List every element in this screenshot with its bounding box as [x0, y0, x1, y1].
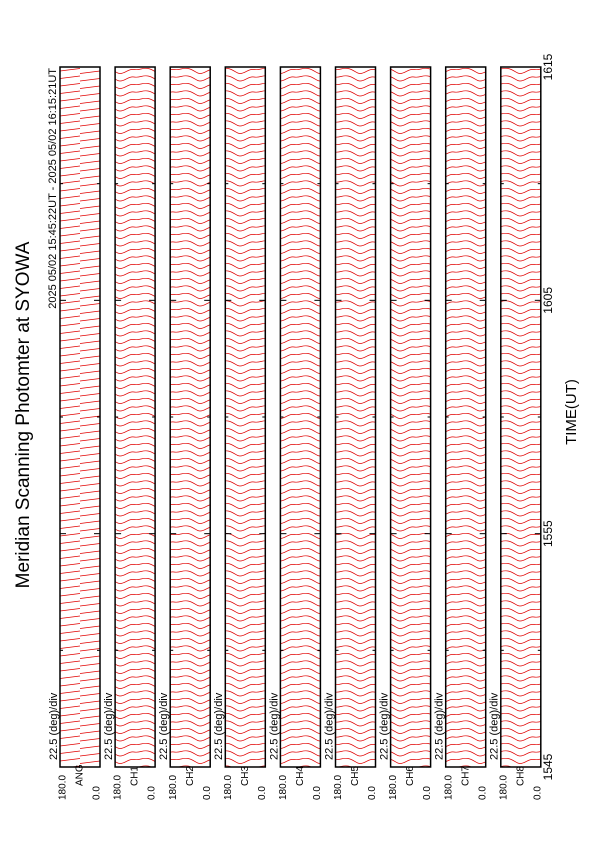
- panel-scale: 22.5 (deg)/div: [158, 692, 170, 760]
- channel-label: CH7: [460, 766, 471, 786]
- x-tick-label: 1615: [541, 53, 555, 80]
- x-tick-label: 1605: [541, 287, 555, 314]
- panel-scale: 22.5 (deg)/div: [213, 692, 225, 760]
- panel-ymin: 0.0: [312, 786, 323, 800]
- panel-ymin: 0.0: [532, 786, 543, 800]
- panel-ymax: 180.0: [333, 775, 344, 800]
- subtitle: 2025 05/02 15:45:22UT - 2025 05/02 16:15…: [47, 68, 59, 309]
- trace-area: [225, 67, 266, 767]
- panel-ymin: 0.0: [477, 786, 488, 800]
- panel-ymax: 180.0: [278, 775, 289, 800]
- panel-scale: 22.5 (deg)/div: [489, 692, 501, 760]
- panel-scale: 22.5 (deg)/div: [268, 692, 280, 760]
- panel-ymax: 180.0: [113, 775, 124, 800]
- panel-scale: 22.5 (deg)/div: [323, 692, 335, 760]
- channel-label: CH8: [515, 766, 526, 786]
- panel-ymin: 0.0: [92, 786, 103, 800]
- panel-scale: 22.5 (deg)/div: [48, 692, 60, 760]
- panel-ymin: 0.0: [367, 786, 378, 800]
- channel-label: CH3: [240, 766, 251, 786]
- trace-area: [500, 67, 541, 767]
- panel-ymax: 180.0: [58, 775, 69, 800]
- channel-label: CH1: [130, 766, 141, 786]
- x-tick-label: 1555: [541, 520, 555, 547]
- panel-ymax: 180.0: [498, 775, 509, 800]
- panel-ymax: 180.0: [443, 775, 454, 800]
- panel-ymax: 180.0: [168, 775, 179, 800]
- panel-ymin: 0.0: [257, 786, 268, 800]
- panel-ymax: 180.0: [388, 775, 399, 800]
- trace-area: [280, 67, 321, 767]
- panel-scale: 22.5 (deg)/div: [379, 692, 391, 760]
- panel-scale: 22.5 (deg)/div: [434, 692, 446, 760]
- trace-area: [335, 67, 376, 767]
- trace-area: [445, 67, 486, 767]
- panel-scale: 22.5 (deg)/div: [103, 692, 115, 760]
- channel-label: CH2: [185, 766, 196, 786]
- x-axis-label: TIME(UT): [563, 379, 580, 445]
- panel-ymin: 0.0: [202, 786, 213, 800]
- trace-area: [115, 67, 156, 767]
- panel-ymax: 180.0: [223, 775, 234, 800]
- trace-area: [170, 67, 211, 767]
- channel-label: CH5: [350, 766, 361, 786]
- channel-label: CH6: [405, 766, 416, 786]
- chart-title: Meridian Scanning Photomter at SYOWA: [13, 241, 34, 588]
- trace-area: [390, 67, 431, 767]
- x-tick-label: 1545: [541, 753, 555, 780]
- panel-ymin: 0.0: [422, 786, 433, 800]
- trace-area: [60, 67, 100, 767]
- channel-label: ANG: [75, 764, 86, 786]
- channel-label: CH4: [295, 766, 306, 786]
- panel-ymin: 0.0: [147, 786, 158, 800]
